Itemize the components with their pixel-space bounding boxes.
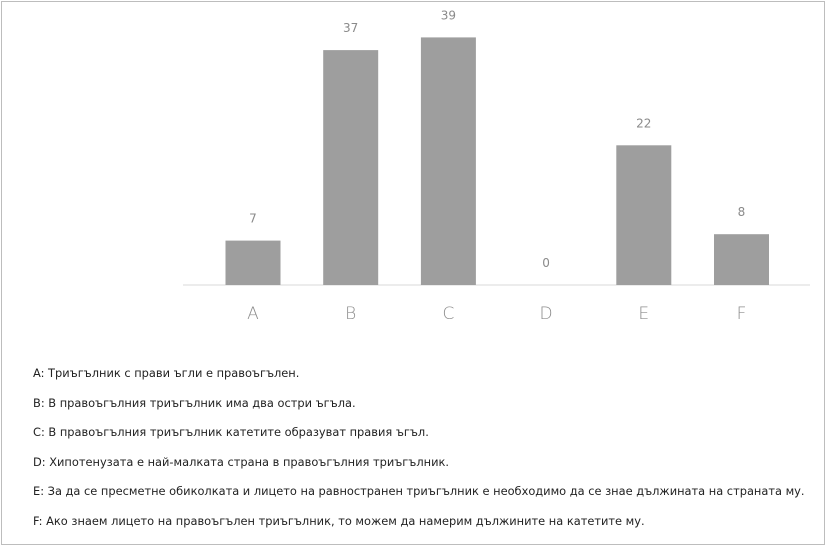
x-tick-label-d: D (540, 304, 553, 324)
legend-item-b: B: В правоъгълния триъгълник има два ост… (33, 395, 356, 410)
bar-chart: 7 37 39 0 22 8 A B C D E F (183, 8, 810, 324)
x-tick-label-e: E (638, 304, 649, 324)
legend-item-d: D: Хипотенузата е най-малката страна в п… (33, 454, 449, 469)
bar-c (420, 37, 476, 286)
x-tick-label-a: A (247, 304, 259, 324)
data-label-d: 0 (542, 256, 550, 270)
bars-group (225, 37, 769, 286)
bar-f (714, 234, 769, 285)
data-labels-group: 7 37 39 0 22 8 (249, 8, 745, 270)
data-label-c: 39 (441, 8, 456, 22)
legend-item-a: A: Триъгълник с прави ъгли е правоъгълен… (33, 366, 300, 380)
legend-item-e: E: За да се пресметне обиколката и лицет… (33, 484, 805, 499)
x-tick-labels-group: A B C D E F (247, 304, 746, 324)
legend-item-f: F: Ако знаем лицето на правоъгълен триъг… (33, 513, 645, 528)
x-tick-label-b: B (345, 304, 356, 324)
x-tick-label-f: F (737, 304, 747, 324)
x-tick-label-c: C (442, 304, 454, 324)
legend-item-c: C: В правоъгълния триъгълник катетите об… (33, 425, 429, 440)
bar-e (616, 145, 672, 285)
legend: A: Триъгълник с прави ъгли е правоъгълен… (33, 364, 823, 542)
data-label-f: 8 (738, 205, 746, 219)
data-label-e: 22 (636, 116, 651, 130)
data-label-b: 37 (343, 21, 358, 35)
bar-b (323, 50, 379, 285)
data-label-a: 7 (249, 212, 257, 226)
bar-a (225, 240, 281, 285)
